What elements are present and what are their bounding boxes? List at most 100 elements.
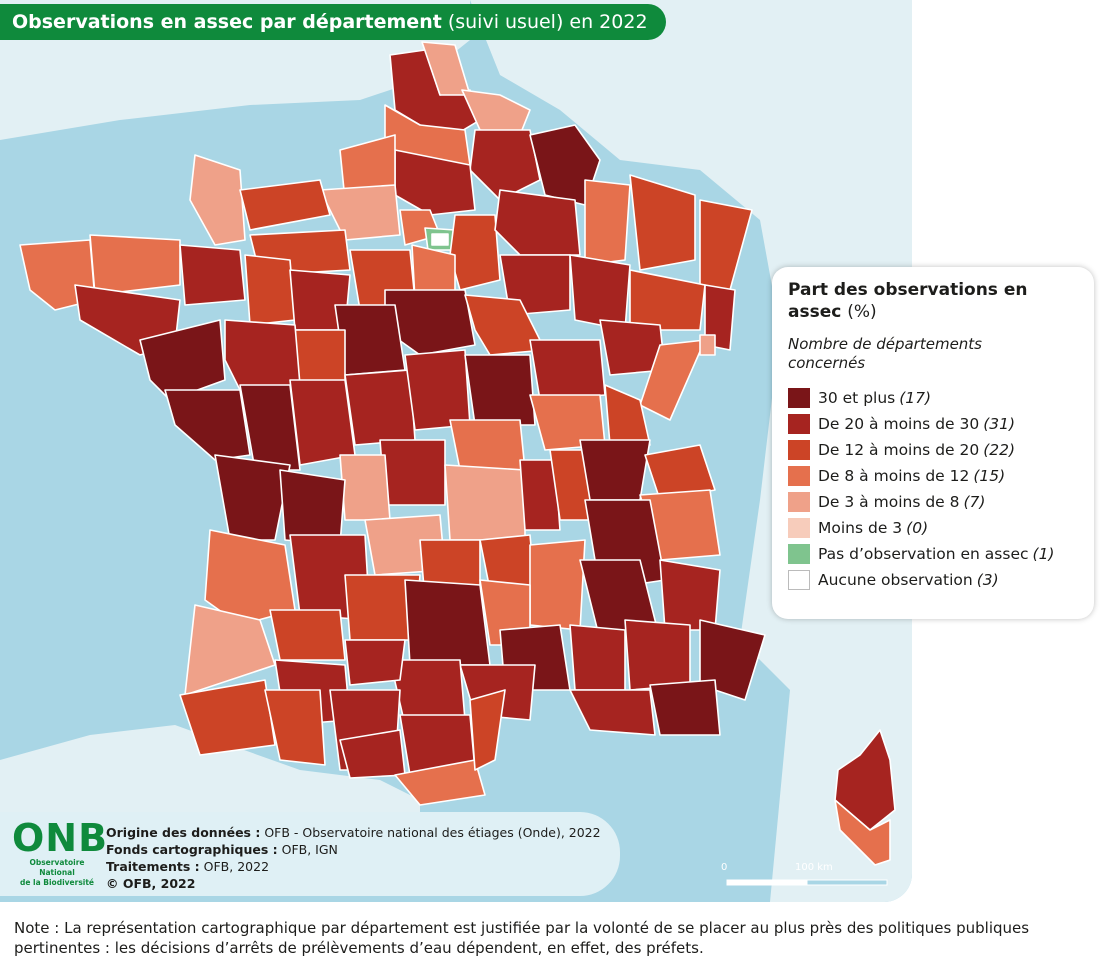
source-processing: Traitements : OFB, 2022 xyxy=(106,858,601,875)
europe-landmass xyxy=(470,0,912,902)
scale-bar-graphic xyxy=(726,879,888,886)
legend-title-text: Part des observations en assec xyxy=(788,280,1028,322)
source-lines: Origine des données : OFB - Observatoire… xyxy=(106,824,601,892)
dept-haute-vienne xyxy=(339,454,391,521)
dept-corse-du-sud xyxy=(834,799,891,866)
source-base-label: Fonds cartographiques : xyxy=(106,842,278,857)
scale-bar: 0 100 km xyxy=(721,862,887,895)
map-title-sub: (suivi usuel) en 2022 xyxy=(447,11,648,33)
dept-haut-rhin xyxy=(704,284,736,351)
dept-marne xyxy=(494,189,581,256)
legend-item-label: De 12 à moins de 20 xyxy=(818,441,980,459)
dept-seine-et-marne xyxy=(449,214,501,291)
dept-ille-et-vilaine xyxy=(179,244,246,306)
dept-paris-inner xyxy=(431,233,449,246)
source-copyright-text: © OFB, 2022 xyxy=(106,876,196,891)
map-frame xyxy=(0,0,912,902)
scale-start: 0 xyxy=(721,862,728,873)
source-origin-value: OFB - Observatoire national des étiages … xyxy=(264,825,601,840)
dept-hautes-pyrenees xyxy=(264,689,326,766)
dept-pyrenees-orientales xyxy=(394,759,486,806)
scale-end: 100 km xyxy=(795,862,833,873)
onb-logo: ONB Observatoire National de la Biodiver… xyxy=(12,816,109,888)
dept-maine-et-loire xyxy=(224,319,301,391)
dept-meuse xyxy=(584,179,631,266)
source-origin: Origine des données : OFB - Observatoire… xyxy=(106,824,601,841)
legend-swatch xyxy=(788,466,810,486)
legend-swatch xyxy=(788,570,810,590)
legend-item-label: Pas d’observation en assec xyxy=(818,545,1029,563)
dept-bouches-du-rhone xyxy=(569,689,656,736)
dept-indre xyxy=(344,369,416,446)
legend-item-label: 30 et plus xyxy=(818,389,896,407)
legend-title: Part des observations en assec (%) xyxy=(788,279,1028,323)
dept-alpes-haute-provence xyxy=(624,619,691,691)
legend-subtitle: Nombre de départements concernés xyxy=(788,335,982,372)
legend-swatch xyxy=(788,544,810,564)
dept-charente xyxy=(279,469,346,546)
footnote: Note : La représentation cartographique … xyxy=(14,919,1030,957)
dept-aisne xyxy=(469,129,541,201)
dept-vendee xyxy=(164,389,251,461)
legend-swatch xyxy=(788,414,810,434)
legend-item-count: (0) xyxy=(906,519,929,537)
dept-calvados xyxy=(239,179,331,231)
dept-yonne xyxy=(464,294,546,356)
legend-item: Pas d’observation en assec (1) xyxy=(788,541,1078,567)
legend-title-unit: (%) xyxy=(847,302,877,322)
legend-swatch xyxy=(788,388,810,408)
map-title-main: Observations en assec par département xyxy=(12,11,442,33)
dept-creuse xyxy=(379,439,446,506)
dept-jura xyxy=(604,384,651,446)
onb-logo-letters: ONB xyxy=(12,816,109,860)
legend-item: De 20 à moins de 30 (31) xyxy=(788,411,1078,437)
legend-swatch xyxy=(788,440,810,460)
onb-logo-line1: Observatoire National xyxy=(29,858,85,877)
legend-item-count: (22) xyxy=(983,441,1016,459)
source-base-value: OFB, IGN xyxy=(281,842,338,857)
dept-nievre xyxy=(464,354,536,426)
dept-aude-coast xyxy=(469,689,506,771)
dept-lot-et-garonne xyxy=(269,609,346,661)
source-copyright: © OFB, 2022 xyxy=(106,875,601,892)
dept-manche xyxy=(189,154,246,246)
credits-panel xyxy=(0,812,620,896)
source-processing-label: Traitements : xyxy=(106,859,200,874)
legend-item: De 8 à moins de 12 (15) xyxy=(788,463,1078,489)
france-map[interactable] xyxy=(0,0,912,902)
legend-item: Moins de 3 (0) xyxy=(788,515,1078,541)
legend-item-label: De 20 à moins de 30 xyxy=(818,415,980,433)
dept-pyrenees-atlantiques xyxy=(179,679,276,756)
legend-item: De 3 à moins de 8 (7) xyxy=(788,489,1078,515)
source-processing-value: OFB, 2022 xyxy=(203,859,270,874)
dept-gironde xyxy=(204,529,296,626)
legend-swatch xyxy=(788,492,810,512)
dept-hautes-alpes xyxy=(659,559,721,631)
legend-item-count: (17) xyxy=(899,389,932,407)
legend-item-count: (3) xyxy=(976,571,999,589)
dept-var xyxy=(649,679,721,736)
legend-item-count: (1) xyxy=(1032,545,1055,563)
dept-vosges xyxy=(629,269,706,331)
spain-landmass xyxy=(0,725,420,812)
dept-haute-marne xyxy=(569,254,631,331)
dept-cotes-darmor xyxy=(89,234,181,296)
dept-vienne xyxy=(289,379,356,466)
dept-territoire-belfort xyxy=(699,334,716,356)
dept-charente-maritime xyxy=(214,454,291,541)
onb-logo-line2: de la Biodiversité xyxy=(19,878,95,887)
legend-item-label: De 8 à moins de 12 xyxy=(818,467,970,485)
legend-items: 30 et plus (17) De 20 à moins de 30 (31) D… xyxy=(788,385,1078,593)
dept-alpes-maritimes xyxy=(699,619,766,701)
source-origin-label: Origine des données : xyxy=(106,825,261,840)
dept-cote-dor xyxy=(529,339,606,401)
dept-puy-de-dome xyxy=(444,464,526,541)
legend-item: De 12 à moins de 20 (22) xyxy=(788,437,1078,463)
dept-vaucluse xyxy=(569,624,626,691)
dept-allier xyxy=(449,419,526,471)
dept-deux-sevres xyxy=(239,384,301,471)
dept-ain xyxy=(579,439,651,501)
dept-loire xyxy=(519,459,561,531)
map-title: Observations en assec par département (s… xyxy=(0,4,666,40)
legend-item-label: De 3 à moins de 8 xyxy=(818,493,960,511)
